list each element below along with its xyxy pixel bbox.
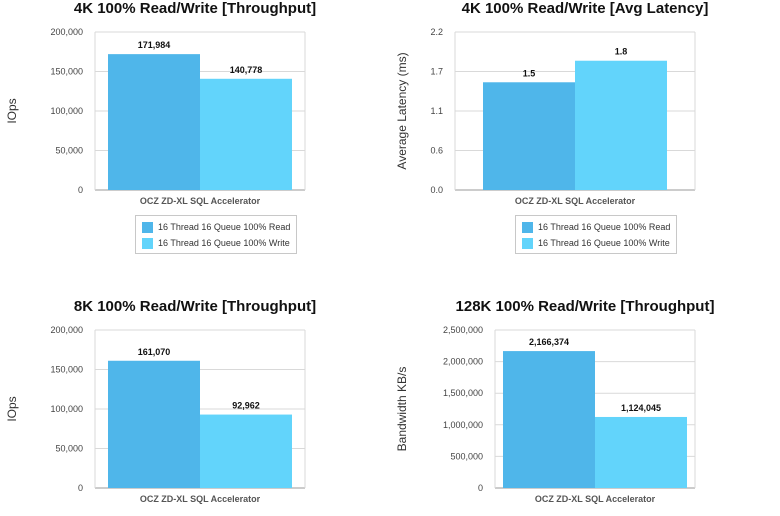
y-tick-label: 1.1 [430,106,443,116]
legend-label: 16 Thread 16 Queue 100% Read [158,222,291,232]
y-tick-label: 1,500,000 [443,388,483,398]
legend-item-read: 16 Thread 16 Queue 100% Read [522,219,670,235]
legend-label: 16 Thread 16 Queue 100% Read [538,222,671,232]
bar-write [200,414,292,488]
legend-swatch-write [142,237,153,249]
y-tick-label: 150,000 [50,365,83,375]
y-tick-label: 0 [78,483,83,493]
chart-panel-4: 128K 100% Read/Write [Throughput] 2,500,… [390,298,780,516]
bar-read [108,360,200,488]
legend-swatch-write [522,237,533,249]
plot-area: 2,500,000 2,000,000 1,500,000 1,000,000 500,… [395,325,696,504]
y-tick-label: 200,000 [50,325,83,335]
y-tick-label: 1,000,000 [443,420,483,430]
bar-read [108,54,200,190]
data-label: 1.5 [523,68,536,78]
chart-title: 4K 100% Read/Write [Avg Latency] [461,0,709,17]
chart-panel-3: 8K 100% Read/Write [Throughput] 200,000 1… [0,298,390,516]
data-label: 161,070 [138,347,171,357]
legend-item-read: 16 Thread 16 Queue 100% Read [142,219,290,235]
legend: 16 Thread 16 Queue 100% Read 16 Thread 1… [515,215,678,254]
x-category-label: OCZ ZD-XL SQL Accelerator [140,196,261,206]
plot-area: 2.2 1.7 1.1 0.6 0.0 Average Latency (ms) 1.5 1.… [395,27,696,206]
y-tick-label: 500,000 [450,451,483,461]
y-tick-label: 2.2 [430,27,443,37]
bar-write [200,78,292,190]
chart-title: 8K 100% Read/Write [Throughput] [73,298,317,315]
y-tick-label: 0 [78,185,83,195]
data-label: 171,984 [138,40,171,50]
y-tick-label: 2,000,000 [443,357,483,367]
y-tick-label: 50,000 [55,444,83,454]
y-tick-label: 100,000 [50,106,83,116]
legend-item-write: 16 Thread 16 Queue 100% Write [142,235,290,251]
y-axis-label: Average Latency (ms) [395,52,409,169]
y-tick-label: 150,000 [50,67,83,77]
bar-read [483,82,575,190]
chart-panel-2: 4K 100% Read/Write [Avg Latency] 2.2 1.7 1… [390,0,780,258]
y-tick-label: 1.7 [430,67,443,77]
y-tick-label: 50,000 [55,146,83,156]
data-label: 92,962 [232,401,260,411]
y-axis-label: IOps [5,98,19,123]
y-tick-label: 0.0 [430,185,443,195]
y-axis-label: Bandwidth KB/s [395,367,409,452]
bar-write [575,60,667,191]
legend-item-write: 16 Thread 16 Queue 100% Write [522,235,670,251]
chart-title: 128K 100% Read/Write [Throughput] [455,298,715,315]
x-category-label: OCZ ZD-XL SQL Accelerator [535,494,656,504]
data-label: 1.8 [615,47,628,57]
y-tick-label: 2,500,000 [443,325,483,335]
x-category-label: OCZ ZD-XL SQL Accelerator [140,494,261,504]
legend-label: 16 Thread 16 Queue 100% Write [158,238,290,248]
legend-label: 16 Thread 16 Queue 100% Write [538,238,670,248]
bar-read [503,351,595,488]
data-label: 2,166,374 [529,337,569,347]
plot-area: 200,000 150,000 100,000 50,000 0 IOps 161,070 9… [5,325,306,504]
chart-title: 4K 100% Read/Write [Throughput] [73,0,317,17]
y-axis-label: IOps [5,396,19,421]
y-tick-label: 0 [478,483,483,493]
legend-swatch-read [142,221,153,233]
y-tick-label: 200,000 [50,27,83,37]
chart-panel-1: 4K 100% Read/Write [Throughput] 200,000 1… [0,0,390,258]
y-tick-label: 0.6 [430,146,443,156]
plot-area: 200,000 150,000 100,000 50,000 0 IOps 171,984 1… [5,27,306,206]
data-label: 1,124,045 [621,403,661,413]
legend: 16 Thread 16 Queue 100% Read 16 Thread 1… [135,215,298,254]
legend-swatch-read [522,221,533,233]
y-tick-label: 100,000 [50,404,83,414]
bar-write [595,416,687,488]
x-category-label: OCZ ZD-XL SQL Accelerator [515,196,636,206]
data-label: 140,778 [230,65,263,75]
